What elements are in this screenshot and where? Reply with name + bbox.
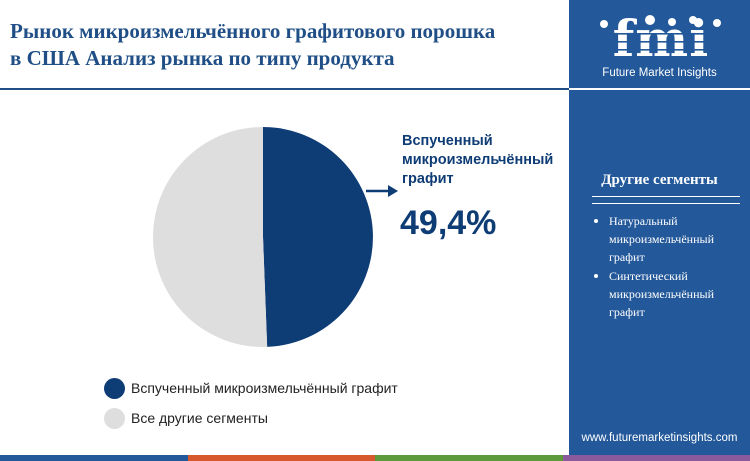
sidebar-panel bbox=[569, 0, 750, 455]
bottom-color-bar bbox=[0, 455, 750, 461]
legend-swatch-expanded bbox=[104, 378, 125, 399]
website-url[interactable]: www.futuremarketinsights.com bbox=[581, 432, 738, 444]
logo-stripes bbox=[596, 33, 726, 51]
legend-label-expanded: Вспученный микроизмельчённый графит bbox=[131, 380, 398, 396]
page-title: Рынок микроизмельчённого графитового пор… bbox=[10, 18, 560, 72]
callout-arrow bbox=[366, 185, 398, 197]
sidebar-divider bbox=[569, 88, 750, 90]
callout-value: 49,4% bbox=[400, 204, 497, 242]
pie-slice-other bbox=[152, 127, 268, 347]
globe-icon bbox=[600, 15, 721, 28]
bar-segment-4 bbox=[562, 455, 750, 461]
pie-slice-expanded bbox=[263, 127, 373, 347]
segments-rule-bottom bbox=[592, 203, 740, 204]
segment-item-natural: Натуральный микроизмельчённый графит bbox=[592, 212, 742, 266]
other-segments-title: Другие сегменты bbox=[601, 172, 718, 188]
segment-item-synthetic: Синтетический микроизмельчённый графит bbox=[592, 267, 742, 321]
bar-segment-2 bbox=[187, 455, 375, 461]
callout-label: Вспученный микроизмельчённый графит bbox=[402, 133, 554, 187]
fmi-logo: fmi bbox=[596, 12, 726, 62]
bar-segment-3 bbox=[375, 455, 563, 461]
legend-item-expanded: Вспученный микроизмельчённый графит bbox=[104, 378, 524, 402]
pie-slices bbox=[152, 127, 373, 347]
pie-chart bbox=[152, 127, 398, 347]
title-line-2: в США Анализ рынка по типу продукта bbox=[10, 46, 395, 70]
legend-item-other: Все другие сегменты bbox=[104, 408, 524, 432]
brand-tagline: Future Market Insights bbox=[602, 67, 717, 79]
bar-segment-1 bbox=[0, 455, 188, 461]
legend-swatch-other bbox=[104, 408, 125, 429]
title-divider bbox=[0, 88, 569, 90]
title-line-1: Рынок микроизмельчённого графитового пор… bbox=[10, 19, 496, 43]
segments-rule-top bbox=[592, 196, 740, 197]
other-segments-list: Натуральный микроизмельчённый графит Син… bbox=[592, 212, 742, 322]
legend-label-other: Все другие сегменты bbox=[131, 410, 268, 426]
